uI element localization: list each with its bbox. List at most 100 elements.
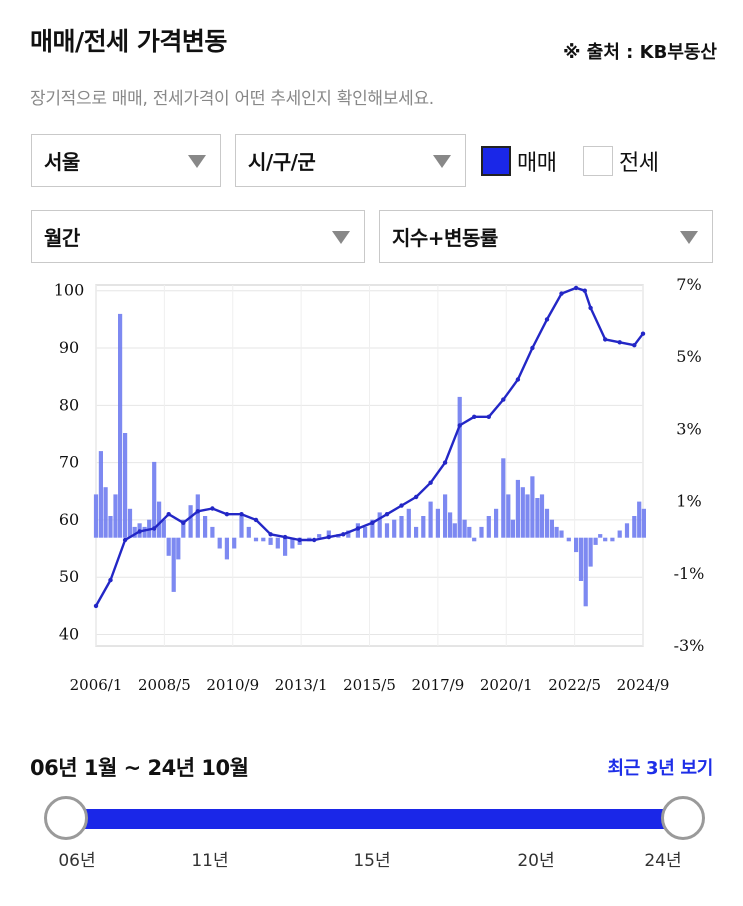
x-tick-label: 2008/5 xyxy=(138,676,191,694)
change-rate-bar xyxy=(181,519,186,538)
price-index-point xyxy=(632,343,637,348)
price-index-point xyxy=(399,503,404,508)
range-end-handle[interactable] xyxy=(661,796,705,840)
recent-3-years-button[interactable]: 최근 3년 보기 xyxy=(607,758,714,779)
change-rate-bar xyxy=(472,537,477,542)
y-right-tick-label: 3% xyxy=(676,419,701,438)
change-rate-bar xyxy=(210,526,215,538)
chevron-down-icon xyxy=(332,231,350,244)
y-left-tick-label: 90 xyxy=(59,338,79,357)
price-index-point xyxy=(253,517,259,523)
change-rate-bar xyxy=(421,516,426,538)
mode-select[interactable]: 지수+변동률 xyxy=(379,210,713,263)
change-rate-bar xyxy=(103,487,108,538)
change-rate-bar xyxy=(617,530,622,538)
change-rate-bar xyxy=(515,479,520,538)
price-index-point xyxy=(640,331,646,336)
price-index-point xyxy=(559,291,564,296)
price-index-point xyxy=(312,537,317,543)
change-rate-bar xyxy=(566,537,571,542)
change-rate-bar xyxy=(632,516,637,538)
price-index-point xyxy=(297,537,302,543)
page-subtitle: 장기적으로 매매, 전세가격이 어떤 추세인지 확인해보세요. xyxy=(30,89,434,109)
price-index-point xyxy=(501,397,506,402)
sale-checkbox[interactable]: 매매 xyxy=(481,145,557,177)
change-rate-bar xyxy=(166,537,171,556)
change-rate-bar xyxy=(554,526,559,538)
change-rate-bar xyxy=(171,537,176,592)
change-rate-bar xyxy=(108,516,113,538)
change-rate-bar xyxy=(494,508,499,538)
chevron-down-icon xyxy=(680,231,698,244)
region-select[interactable]: 서울 xyxy=(31,134,221,187)
price-index-point xyxy=(530,345,535,351)
change-rate-bar xyxy=(624,523,630,538)
change-rate-bar xyxy=(377,512,382,538)
x-tick-label: 2015/5 xyxy=(343,676,396,694)
change-rate-bar xyxy=(253,537,259,542)
date-range-label: 06년 1월 ~ 24년 10월 xyxy=(30,756,249,780)
change-rate-bar xyxy=(261,537,266,542)
change-rate-bar xyxy=(549,519,554,538)
change-rate-bar xyxy=(232,537,237,549)
range-slider-track[interactable] xyxy=(66,809,682,829)
y-right-tick-label: -1% xyxy=(674,564,705,583)
change-rate-bar xyxy=(113,494,118,538)
price-index-point xyxy=(210,506,215,511)
price-index-point xyxy=(544,317,550,322)
price-chart: 100 90 80 70 60 50 40 2006/1 2008/5 2010/9 2013/1 2… xyxy=(54,275,705,694)
slider-tick-label: 15년 xyxy=(353,851,391,871)
change-rate-bar xyxy=(448,512,453,538)
price-index-point xyxy=(239,512,244,517)
change-rate-bar xyxy=(268,537,273,545)
range-start-handle[interactable] xyxy=(44,796,88,840)
change-rate-bar xyxy=(506,494,511,538)
x-tick-label: 2006/1 xyxy=(70,676,123,694)
change-rate-bar xyxy=(406,508,411,538)
change-rate-bar xyxy=(637,501,642,538)
change-rate-bar xyxy=(317,534,322,538)
change-rate-bar xyxy=(544,508,550,538)
change-rate-bar xyxy=(239,516,244,538)
change-rate-bar xyxy=(593,537,598,545)
price-index-point xyxy=(573,285,579,291)
price-index-point xyxy=(588,305,593,311)
x-tick-label: 2020/1 xyxy=(480,676,533,694)
y-right-tick-label: 5% xyxy=(676,347,701,366)
lease-checkbox[interactable]: 전세 xyxy=(583,145,659,177)
period-select[interactable]: 월간 xyxy=(31,210,365,263)
x-tick-label: 2017/9 xyxy=(411,676,464,694)
change-rate-bar xyxy=(384,523,390,538)
price-index-point xyxy=(108,577,113,583)
district-select-value: 시/구/군 xyxy=(248,150,316,174)
price-index-point xyxy=(515,377,521,382)
y-left-tick-label: 40 xyxy=(59,625,79,644)
slider-tick-label: 06년 xyxy=(58,851,96,871)
change-rate-bar xyxy=(467,526,472,538)
y-right-tick-label: 1% xyxy=(676,492,701,511)
change-rate-bar xyxy=(98,451,103,538)
change-rate-bar xyxy=(641,508,646,538)
change-rate-bar xyxy=(520,487,525,538)
change-rate-bar xyxy=(275,537,280,549)
y-left-tick-label: 100 xyxy=(54,281,85,300)
change-rate-bar xyxy=(161,519,166,538)
district-select[interactable]: 시/구/군 xyxy=(235,134,466,187)
price-index-point xyxy=(224,512,230,517)
source-note: ※ 출처 : KB부동산 xyxy=(563,42,717,63)
price-index-point xyxy=(457,423,462,428)
region-select-value: 서울 xyxy=(44,150,80,174)
x-tick-label: 2010/9 xyxy=(206,676,259,694)
change-rate-bar xyxy=(370,519,375,538)
checkbox-unchecked-icon xyxy=(583,146,613,176)
price-index-point xyxy=(137,529,142,534)
price-index-point xyxy=(152,526,157,531)
price-index-point xyxy=(355,526,361,531)
price-index-point xyxy=(582,288,587,293)
change-rate-bar xyxy=(363,526,368,538)
change-rate-bar xyxy=(479,526,484,538)
change-rate-bar xyxy=(188,505,193,538)
change-rate-bar xyxy=(157,501,162,538)
price-index-point xyxy=(282,534,288,540)
slider-tick-label: 20년 xyxy=(517,851,555,871)
